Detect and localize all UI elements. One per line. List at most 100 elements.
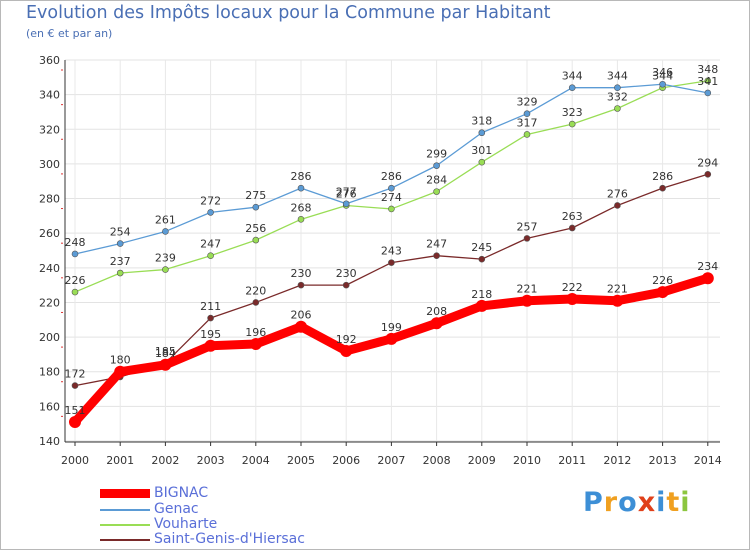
data-label: 220 (245, 284, 266, 297)
x-tick-label: 2008 (423, 454, 451, 467)
data-point (659, 184, 666, 192)
x-tick-label: 2013 (649, 454, 677, 467)
data-point (566, 292, 579, 305)
line-chart: 140 160 180 200 220 240 260 280 300 320 340 360 2000… (39, 54, 722, 467)
y-tick-label: 260 (39, 227, 60, 240)
data-point (162, 266, 169, 273)
data-label: 284 (426, 174, 447, 187)
y-tick-label: 140 (39, 435, 60, 448)
data-point (342, 281, 350, 289)
data-label: 248 (65, 236, 86, 249)
data-point (297, 281, 305, 289)
legend-label: Genac (154, 501, 199, 517)
data-point (523, 110, 531, 117)
data-point (162, 228, 169, 235)
data-label: 222 (562, 281, 583, 294)
logo-letter: t (666, 487, 681, 518)
data-point (252, 236, 260, 244)
data-point (433, 188, 440, 195)
logo-letter: i (656, 487, 667, 518)
y-tick-label: 200 (39, 331, 60, 344)
x-tick-label: 2004 (242, 454, 270, 467)
y-tick-label: 340 (39, 89, 60, 102)
data-point (340, 344, 353, 357)
data-label: 247 (426, 238, 447, 251)
data-label: 344 (607, 70, 628, 83)
data-point (433, 252, 440, 259)
data-label: 172 (65, 368, 86, 381)
data-point (204, 339, 217, 352)
data-label: 206 (291, 309, 312, 322)
data-label: 346 (652, 66, 673, 79)
data-point (430, 317, 443, 330)
data-label: 274 (381, 191, 402, 204)
y-tick-label: 160 (39, 400, 60, 413)
data-label: 226 (652, 274, 673, 287)
x-tick-label: 2011 (558, 454, 586, 467)
data-label: 276 (607, 187, 628, 200)
data-point (523, 235, 531, 242)
legend-swatch (100, 539, 150, 541)
data-label: 208 (426, 305, 447, 318)
data-point (704, 89, 712, 97)
data-point (701, 272, 714, 285)
logo-letter: r (603, 487, 619, 518)
data-label: 247 (200, 238, 221, 251)
data-point (614, 202, 621, 209)
data-point (475, 299, 488, 312)
chart-subtitle: (en € et par an) (26, 27, 113, 40)
y-tick-label: 180 (39, 366, 60, 379)
data-label: 301 (471, 144, 492, 157)
y-tick-label: 220 (39, 296, 60, 309)
x-tick-label: 2003 (197, 454, 225, 467)
legend-label: Saint-Genis-d'Hiersac (154, 531, 305, 547)
data-point (388, 205, 395, 213)
data-label: 332 (607, 90, 628, 103)
data-label: 323 (562, 106, 583, 119)
data-label: 294 (697, 156, 718, 169)
data-point (478, 255, 486, 263)
data-label: 218 (471, 288, 492, 301)
logo-letter: o (618, 487, 638, 518)
data-point (71, 288, 79, 296)
data-label: 226 (65, 274, 86, 287)
x-tick-label: 2000 (61, 454, 89, 467)
y-tick-label: 360 (39, 54, 60, 67)
data-label: 195 (200, 328, 221, 341)
x-tick-label: 2006 (332, 454, 360, 467)
data-point (71, 382, 79, 389)
data-label: 268 (291, 201, 312, 214)
x-tick-label: 2007 (377, 454, 405, 467)
data-label: 221 (607, 283, 628, 296)
data-point (297, 216, 305, 223)
data-point (478, 129, 486, 137)
data-point (207, 252, 214, 259)
data-label: 239 (155, 252, 176, 265)
data-label: 286 (652, 170, 673, 183)
data-point (568, 120, 576, 128)
data-label: 275 (245, 189, 266, 202)
data-point (342, 200, 350, 208)
data-label: 257 (517, 220, 538, 233)
data-point (249, 338, 262, 351)
data-label: 237 (110, 255, 131, 268)
data-point (614, 105, 621, 112)
data-label: 243 (381, 245, 402, 258)
data-label: 211 (200, 300, 221, 313)
data-label: 286 (381, 170, 402, 183)
x-tick-label: 2014 (694, 454, 722, 467)
data-point (69, 415, 81, 428)
data-point (656, 286, 669, 299)
data-label: 277 (336, 186, 357, 199)
data-point (659, 80, 666, 88)
y-tick-label: 320 (39, 123, 60, 136)
data-label: 344 (652, 70, 673, 83)
data-point (114, 365, 127, 378)
data-label: 234 (697, 260, 718, 273)
data-label: 344 (562, 70, 583, 83)
data-point (611, 294, 624, 307)
data-label: 286 (291, 170, 312, 183)
data-point (568, 84, 576, 92)
data-label: 341 (697, 75, 718, 88)
